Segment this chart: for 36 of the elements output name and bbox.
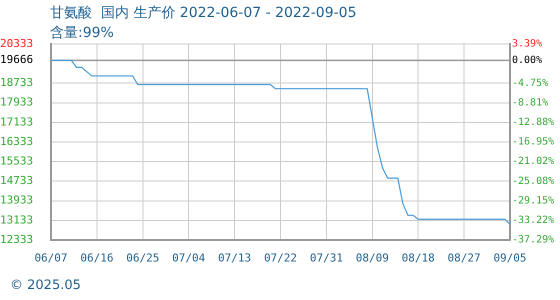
x-tick-label: 07/31 xyxy=(310,251,343,264)
y-tick-label: 15533 xyxy=(0,154,34,168)
y2-tick-label: -37.29% xyxy=(512,234,554,246)
y2-tick-label: 3.39% xyxy=(512,38,542,50)
x-tick-label: 07/04 xyxy=(172,251,206,264)
x-tick-label: 09/05 xyxy=(493,251,527,264)
y-tick-label: 13933 xyxy=(0,194,34,207)
x-tick-label: 06/25 xyxy=(126,251,160,264)
chart-title: 甘氨酸 国内 生产价 2022-06-07 - 2022-09-05 xyxy=(50,4,356,22)
y2-tick-label: -29.15% xyxy=(512,195,554,206)
y-tick-label: 20333 xyxy=(0,36,34,50)
y-tick-label: 17133 xyxy=(0,115,34,128)
x-tick-label: 08/27 xyxy=(448,251,481,264)
y2-tick-label: -33.22% xyxy=(512,214,554,226)
y2-tick-label: -25.08% xyxy=(512,176,554,187)
y2-tick-label: -16.95% xyxy=(512,136,554,148)
y2-tick-label: -12.88% xyxy=(512,116,554,128)
y2-tick-label: -21.02% xyxy=(512,156,554,168)
y2-tick-label: -4.75% xyxy=(512,78,548,89)
y2-tick-label: 0.00% xyxy=(512,54,542,66)
y-tick-label: 19666 xyxy=(0,53,34,66)
y-tick-label: 18733 xyxy=(0,76,34,90)
y-tick-label: 14733 xyxy=(0,174,34,188)
x-tick-label: 06/16 xyxy=(80,251,114,264)
y2-tick-label: -8.81% xyxy=(512,97,548,108)
y-tick-label: 16333 xyxy=(0,134,34,148)
y-tick-label: 17933 xyxy=(0,96,34,109)
y-tick-label: 12333 xyxy=(0,232,34,246)
x-tick-label: 08/09 xyxy=(356,251,389,264)
x-tick-label: 08/18 xyxy=(402,251,435,264)
x-tick-label: 07/13 xyxy=(218,251,252,264)
x-tick-label: 06/07 xyxy=(34,251,68,264)
y-tick-label: 13133 xyxy=(0,213,34,226)
chart-subtitle: 含量:99% xyxy=(50,24,114,42)
x-tick-label: 07/22 xyxy=(264,251,298,264)
text: © 2025.05 xyxy=(10,278,81,293)
